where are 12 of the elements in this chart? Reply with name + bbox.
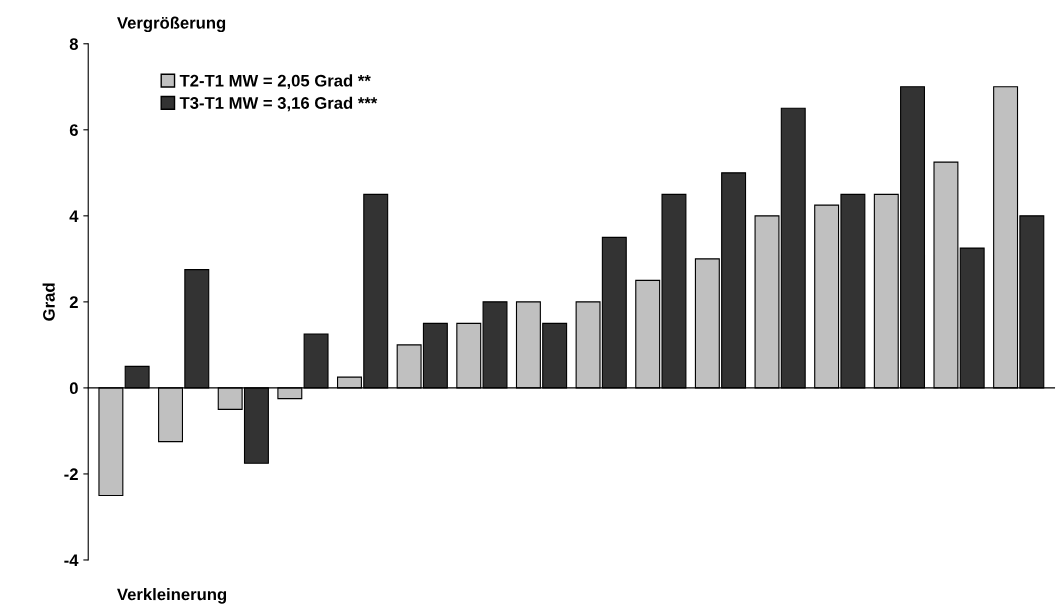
legend-label: T3-T1 MW = 3,16 Grad *** xyxy=(179,96,378,112)
legend-label: T2-T1 MW = 2,05 Grad ** xyxy=(179,74,371,90)
y-tick-label: 0 xyxy=(69,382,78,395)
y-tick-label: 2 xyxy=(69,296,78,308)
y-tick-label: 8 xyxy=(69,38,78,50)
y-tick-label: 4 xyxy=(69,210,79,222)
y-tick-label: -2 xyxy=(64,468,78,480)
text: Verkleinerung xyxy=(117,588,227,604)
text: Vergrößerung xyxy=(117,16,226,33)
y-axis-title: Grad xyxy=(42,283,55,321)
y-tick-label: 6 xyxy=(69,124,78,137)
y-tick-label: -4 xyxy=(64,554,79,567)
